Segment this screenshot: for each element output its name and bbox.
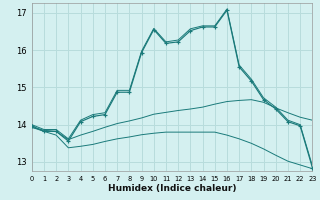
X-axis label: Humidex (Indice chaleur): Humidex (Indice chaleur)	[108, 184, 236, 193]
